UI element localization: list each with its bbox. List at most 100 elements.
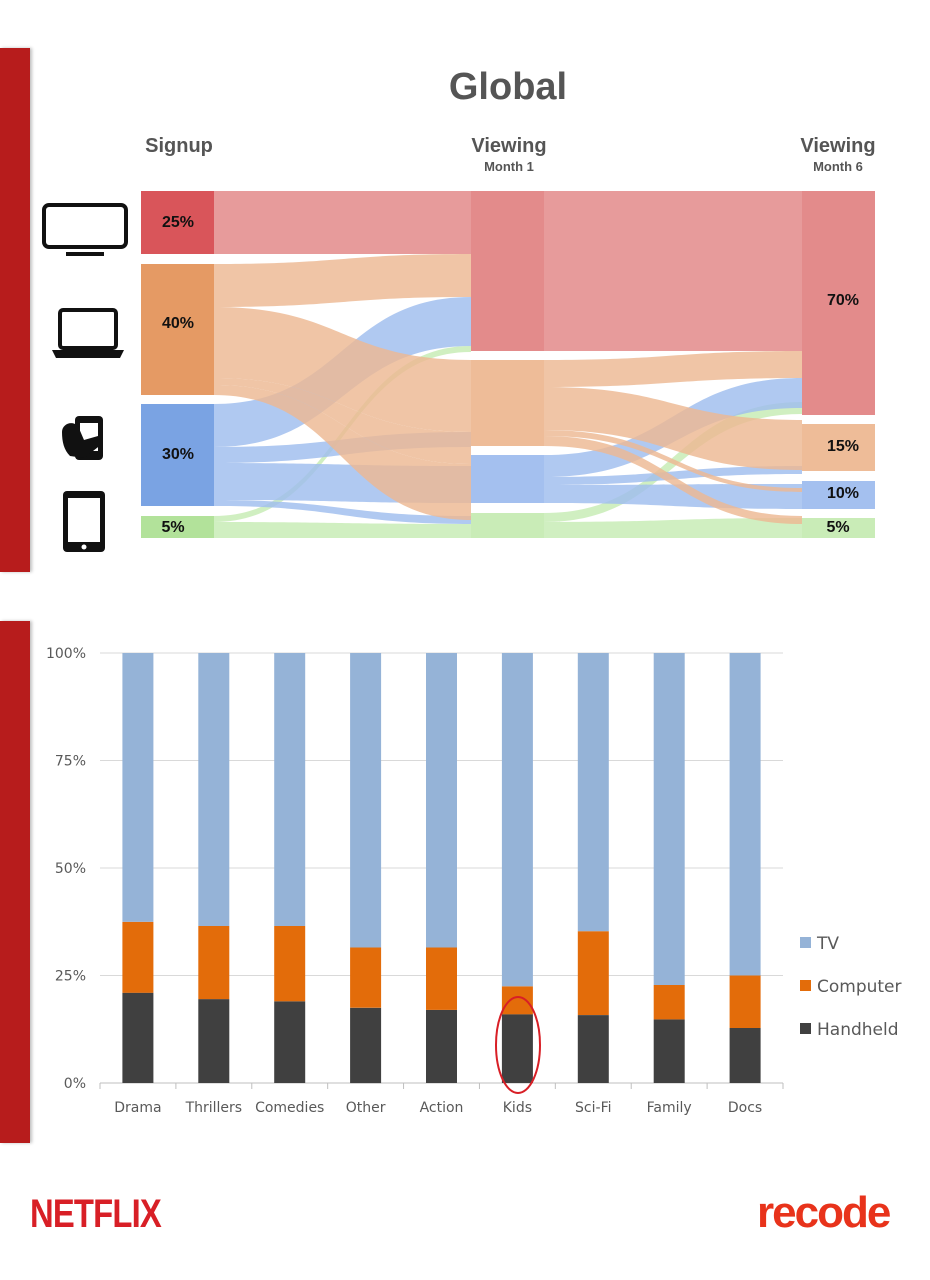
sankey-flow xyxy=(214,522,471,538)
bar-segment xyxy=(198,926,230,1000)
bar-segment xyxy=(274,926,306,1002)
bar-segment xyxy=(653,985,685,1020)
sankey-flow xyxy=(544,191,802,351)
legend-swatch xyxy=(800,937,811,948)
sankey-flow xyxy=(544,466,802,485)
sankey-node xyxy=(802,424,875,471)
signup-label-tv: 25% xyxy=(162,214,194,231)
y-tick-label: 25% xyxy=(55,969,86,985)
bar-segment xyxy=(198,999,230,1083)
bottom-red-bar xyxy=(0,621,30,1143)
sankey-node xyxy=(471,191,544,351)
sankey-node xyxy=(471,513,544,538)
sankey-flow xyxy=(214,254,471,307)
sankey-node xyxy=(802,481,875,509)
legend-swatch xyxy=(800,980,811,991)
month6-label-tv: 70% xyxy=(827,292,859,309)
bar-segment xyxy=(274,653,306,926)
bar-segment xyxy=(122,992,154,1083)
legend-swatch xyxy=(800,1023,811,1034)
stage-sub-month6: Month 6 xyxy=(813,159,863,174)
bar-segment xyxy=(198,653,230,926)
tv-icon xyxy=(42,203,128,256)
tablet-icon xyxy=(63,491,105,552)
bar-segment xyxy=(577,931,609,1015)
y-tick-label: 0% xyxy=(64,1076,86,1092)
bar-segment xyxy=(577,653,609,932)
x-tick-label: Kids xyxy=(503,1100,532,1116)
bar-segment xyxy=(122,653,154,922)
y-tick-label: 50% xyxy=(55,861,86,877)
sankey-node xyxy=(802,518,875,538)
bar-segment xyxy=(729,653,761,976)
bar-segment xyxy=(653,1019,685,1083)
bar-segment xyxy=(426,653,457,948)
sankey-flow xyxy=(544,387,802,470)
signup-label-computer: 40% xyxy=(162,315,194,332)
bar-segment xyxy=(122,921,154,993)
sankey-flow xyxy=(544,518,802,538)
month6-label-tablet: 5% xyxy=(826,519,849,536)
stage-label-month1: Viewing xyxy=(471,135,546,157)
bar-segment xyxy=(426,947,457,1010)
sankey-flow xyxy=(214,500,471,524)
sankey-title: Global xyxy=(449,66,567,108)
sankey-node xyxy=(141,191,214,254)
x-tick-label: Family xyxy=(647,1100,692,1116)
sankey-flow xyxy=(544,436,802,524)
month6-label-computer: 15% xyxy=(827,438,859,455)
netflix-logo: NETFLIX xyxy=(30,1192,162,1236)
y-tick-label: 100% xyxy=(46,646,86,662)
kids-highlight-circle xyxy=(495,996,541,1094)
x-tick-label: Action xyxy=(420,1100,464,1116)
x-tick-label: Other xyxy=(346,1100,386,1116)
bar-segment xyxy=(653,653,685,985)
bar-segment xyxy=(350,947,382,1008)
signup-label-tablet: 5% xyxy=(161,519,184,536)
x-tick-label: Sci-Fi xyxy=(575,1100,611,1116)
sankey-flows xyxy=(214,191,802,538)
sankey-flow xyxy=(214,191,471,254)
x-tick-label: Drama xyxy=(114,1100,161,1116)
bar-segment xyxy=(274,1001,306,1083)
sankey-node xyxy=(802,191,875,415)
sankey-node xyxy=(141,516,214,538)
sankey-flow xyxy=(544,484,802,509)
stage-sub-month1: Month 1 xyxy=(484,159,534,174)
stage-label-month6: Viewing xyxy=(800,135,875,157)
stacked-bar-chart: 0% 25% 50% 75% 100% Drama Thrillers Comedies Ot… xyxy=(46,646,902,1116)
sankey-flow xyxy=(214,307,471,432)
sankey-flow xyxy=(214,378,471,464)
laptop-icon xyxy=(52,308,124,358)
signup-label-handheld: 30% xyxy=(162,446,194,463)
bar-segment xyxy=(501,1014,533,1083)
y-axis-ticks: 0% 25% 50% 75% 100% xyxy=(46,646,86,1092)
sankey-diagram: Global Signup Viewing Month 1 Viewing Mo… xyxy=(42,66,876,552)
handheld-icon xyxy=(62,416,103,460)
recode-logo: recode xyxy=(757,1188,891,1237)
legend-label: Computer xyxy=(817,977,902,997)
bar-segment xyxy=(729,975,761,1028)
bar-segment xyxy=(501,986,533,1015)
bar-segment xyxy=(426,1009,457,1083)
sankey-node xyxy=(471,360,544,446)
sankey-flow xyxy=(544,351,802,387)
bar-segment xyxy=(729,1028,761,1083)
sankey-flow xyxy=(214,385,471,520)
legend-label: Handheld xyxy=(817,1020,899,1040)
month6-label-handheld: 10% xyxy=(827,485,859,502)
sankey-flow xyxy=(544,430,802,492)
sankey-nodes xyxy=(141,191,875,538)
bar-segment xyxy=(577,1015,609,1083)
sankey-node xyxy=(141,264,214,395)
bar-segment xyxy=(350,653,382,948)
x-tick-label: Thrillers xyxy=(185,1100,243,1116)
x-axis-ticks: Drama Thrillers Comedies Other Action Kids Sci… xyxy=(99,1083,784,1116)
sankey-node xyxy=(141,404,214,506)
bar-segment xyxy=(350,1007,382,1084)
x-tick-label: Comedies xyxy=(255,1100,324,1116)
y-tick-label: 75% xyxy=(55,754,86,770)
bar-segment xyxy=(501,653,533,987)
x-tick-label: Docs xyxy=(728,1100,762,1116)
stage-label-signup: Signup xyxy=(145,135,213,157)
